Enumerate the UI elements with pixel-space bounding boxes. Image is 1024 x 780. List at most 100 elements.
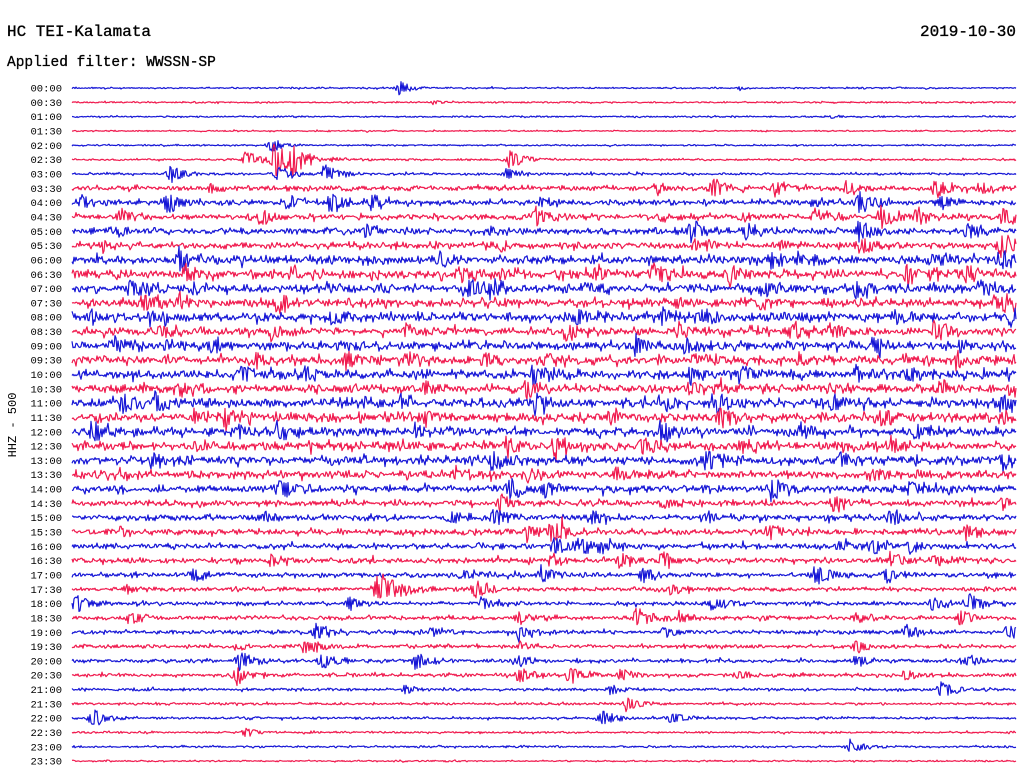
row-label-22-00: 22:00 <box>30 714 62 726</box>
trace-20-00 <box>71 652 1017 672</box>
trace-18-30 <box>71 607 1017 626</box>
trace-23-00 <box>71 738 1017 752</box>
row-label-22-30: 22:30 <box>30 728 62 740</box>
trace-07-00 <box>71 278 1017 301</box>
trace-06-00 <box>71 245 1017 272</box>
date-label: 2019-10-30 <box>920 23 1016 41</box>
trace-08-30 <box>71 320 1017 343</box>
trace-00-30 <box>71 100 1016 106</box>
row-label-20-30: 20:30 <box>30 671 62 683</box>
trace-17-30 <box>71 573 1017 599</box>
row-label-15-00: 15:00 <box>30 513 62 525</box>
trace-11-00 <box>71 390 1017 417</box>
trace-21-00 <box>71 681 1017 697</box>
row-label-20-00: 20:00 <box>30 656 62 668</box>
row-label-09-30: 09:30 <box>30 356 62 368</box>
trace-09-00 <box>71 332 1017 359</box>
trace-22-00 <box>71 709 1017 726</box>
trace-03-00 <box>71 164 1017 183</box>
row-label-15-30: 15:30 <box>30 528 62 540</box>
trace-13-00 <box>71 450 1017 473</box>
trace-09-30 <box>71 349 1017 372</box>
y-axis-label: HHZ - 500 <box>6 393 20 458</box>
trace-13-30 <box>71 464 1017 484</box>
row-label-12-00: 12:00 <box>30 427 62 439</box>
trace-15-00 <box>72 509 1017 526</box>
row-label-08-30: 08:30 <box>30 327 62 339</box>
trace-08-00 <box>71 306 1017 328</box>
trace-03-30 <box>71 178 1017 199</box>
trace-16-00 <box>71 537 1017 555</box>
row-label-04-30: 04:30 <box>30 213 62 225</box>
trace-07-30 <box>71 291 1017 315</box>
row-label-21-00: 21:00 <box>30 685 62 697</box>
row-label-13-30: 13:30 <box>30 470 62 482</box>
station-title: HC TEI-Kalamata <box>7 23 151 41</box>
trace-01-30 <box>71 129 1016 133</box>
trace-06-30 <box>71 262 1017 289</box>
trace-12-00 <box>71 419 1017 444</box>
row-label-02-00: 02:00 <box>30 141 62 153</box>
traces <box>71 81 1017 763</box>
row-labels: 00:00 00:30 01:00 01:30 02:00 02:30 03:00 03:30… <box>30 84 62 769</box>
row-label-21-30: 21:30 <box>30 699 62 711</box>
trace-10-30 <box>71 377 1017 401</box>
row-label-14-00: 14:00 <box>30 485 62 497</box>
trace-05-00 <box>71 220 1017 244</box>
row-label-05-30: 05:30 <box>30 241 62 253</box>
row-label-23-00: 23:00 <box>30 742 62 754</box>
row-label-18-30: 18:30 <box>30 613 62 625</box>
row-label-11-00: 11:00 <box>30 399 62 411</box>
trace-12-30 <box>71 434 1017 463</box>
trace-18-00 <box>71 593 1017 613</box>
row-label-16-00: 16:00 <box>30 542 62 554</box>
trace-02-00 <box>71 140 1016 152</box>
trace-21-30 <box>71 697 1017 713</box>
trace-19-00 <box>71 622 1017 643</box>
trace-23-30 <box>71 759 1017 763</box>
trace-11-30 <box>71 407 1017 432</box>
trace-10-00 <box>71 363 1017 386</box>
row-label-17-00: 17:00 <box>30 571 62 583</box>
trace-20-30 <box>71 667 1017 687</box>
row-label-16-30: 16:30 <box>30 556 62 568</box>
row-label-06-30: 06:30 <box>30 270 62 282</box>
row-label-03-00: 03:00 <box>30 170 62 182</box>
row-label-17-30: 17:30 <box>30 585 62 597</box>
row-label-18-00: 18:00 <box>30 599 62 611</box>
trace-02-30 <box>71 143 1017 178</box>
trace-04-00 <box>71 191 1017 214</box>
trace-17-00 <box>71 564 1017 585</box>
trace-00-00 <box>71 81 1017 96</box>
row-label-00-00: 00:00 <box>30 84 62 96</box>
row-label-19-00: 19:00 <box>30 628 62 640</box>
row-label-13-00: 13:00 <box>30 456 62 468</box>
trace-05-30 <box>71 234 1017 259</box>
row-label-09-00: 09:00 <box>30 341 62 353</box>
row-label-05-00: 05:00 <box>30 227 62 239</box>
trace-14-00 <box>71 478 1017 503</box>
row-label-03-30: 03:30 <box>30 184 62 196</box>
row-label-01-00: 01:00 <box>30 112 62 124</box>
row-label-07-30: 07:30 <box>30 298 62 310</box>
row-label-08-00: 08:00 <box>30 313 62 325</box>
row-label-06-00: 06:00 <box>30 255 62 267</box>
row-label-01-30: 01:30 <box>30 127 62 139</box>
trace-01-00 <box>71 114 1017 119</box>
trace-22-30 <box>71 727 1017 738</box>
row-label-00-30: 00:30 <box>30 98 62 110</box>
row-label-12-30: 12:30 <box>30 442 62 454</box>
row-label-07-00: 07:00 <box>30 284 62 296</box>
trace-19-30 <box>71 640 1017 654</box>
trace-04-30 <box>71 204 1017 229</box>
trace-14-30 <box>71 493 1017 514</box>
row-label-10-00: 10:00 <box>30 370 62 382</box>
row-label-23-30: 23:30 <box>30 757 62 769</box>
row-label-10-30: 10:30 <box>30 384 62 396</box>
trace-16-30 <box>71 550 1017 570</box>
row-label-19-30: 19:30 <box>30 642 62 654</box>
row-label-04-00: 04:00 <box>30 198 62 210</box>
trace-15-30 <box>71 516 1017 544</box>
row-label-14-30: 14:30 <box>30 499 62 511</box>
